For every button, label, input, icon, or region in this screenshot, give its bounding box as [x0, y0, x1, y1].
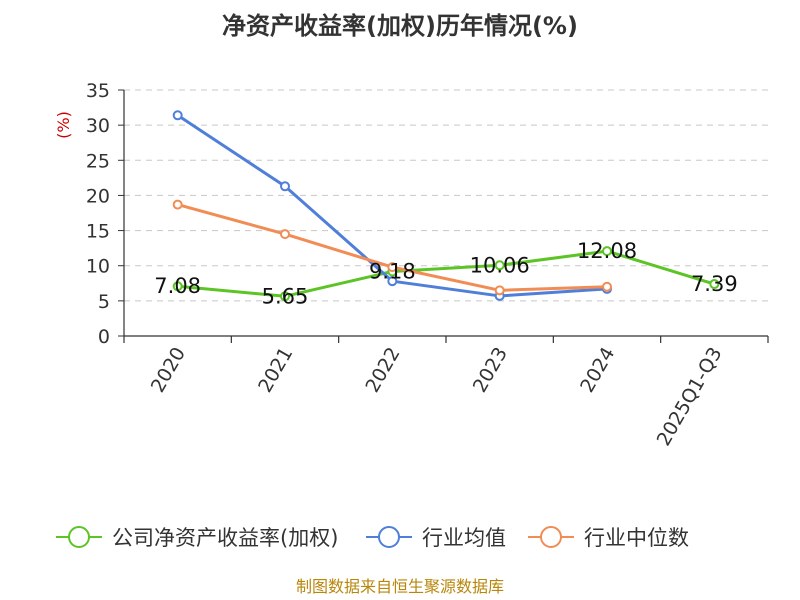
- x-tick-label: 2024: [576, 344, 619, 397]
- x-tick-label: 2021: [254, 344, 297, 397]
- chart-title: 净资产收益率(加权)历年情况(%): [222, 12, 578, 40]
- axes: 0 5 10 15 20 25 30 35 2020 2021 2022 2023 2024 2025Q1…: [86, 80, 769, 450]
- data-point-0: [172, 281, 183, 292]
- data-point-0: [602, 246, 612, 257]
- y-axis-label: (%): [54, 111, 73, 139]
- grid-lines: [124, 89, 768, 302]
- x-tick-label: 2022: [361, 344, 404, 397]
- data-label: 9.18: [369, 259, 416, 283]
- data-labels: 7.08 5.65 9.18 10.06 12.08 7.39: [154, 239, 737, 308]
- x-tick-label: 2020: [147, 344, 190, 397]
- data-point-1: [172, 110, 183, 121]
- data-point-2: [172, 199, 183, 210]
- data-point-2: [494, 285, 505, 296]
- data-point-2: [602, 281, 612, 292]
- data-label: 12.08: [577, 239, 637, 263]
- data-label: 7.08: [154, 274, 201, 298]
- data-point-0: [280, 291, 290, 302]
- x-tick-label: 2023: [469, 343, 512, 396]
- y-tick-label: 20: [86, 185, 110, 207]
- series-lines: [172, 110, 720, 302]
- legend: 公司净资产收益率(加权) 行业均值 行业中位数: [56, 526, 689, 550]
- series-line-0: [176, 249, 716, 298]
- data-point-2: [280, 229, 290, 240]
- y-tick-label: 35: [86, 80, 110, 102]
- legend-label-1: 行业均值: [422, 526, 506, 550]
- y-tick-label: 0: [98, 326, 110, 348]
- y-tick-label: 15: [86, 221, 110, 243]
- y-tick-label: 25: [86, 150, 110, 172]
- data-point-0: [709, 279, 720, 290]
- legend-marker-2: [540, 526, 562, 548]
- legend-marker-0: [68, 526, 90, 548]
- data-point-0: [494, 260, 505, 271]
- legend-label-2: 行业中位数: [584, 526, 689, 550]
- legend-label-0: 公司净资产收益率(加权): [112, 526, 338, 550]
- data-label: 10.06: [470, 253, 530, 277]
- data-label: 5.65: [262, 284, 309, 308]
- source-note: 制图数据来自恒生聚源数据库: [296, 577, 504, 596]
- x-tick-label: 2025Q1-Q3: [653, 344, 727, 450]
- y-tick-label: 5: [98, 291, 110, 313]
- legend-marker-1: [378, 526, 400, 548]
- data-point-1: [280, 181, 290, 192]
- y-tick-label: 30: [86, 115, 110, 137]
- data-label: 7.39: [691, 272, 738, 296]
- y-tick-label: 10: [86, 256, 110, 278]
- data-point-1: [387, 276, 398, 287]
- data-point-2: [387, 262, 398, 273]
